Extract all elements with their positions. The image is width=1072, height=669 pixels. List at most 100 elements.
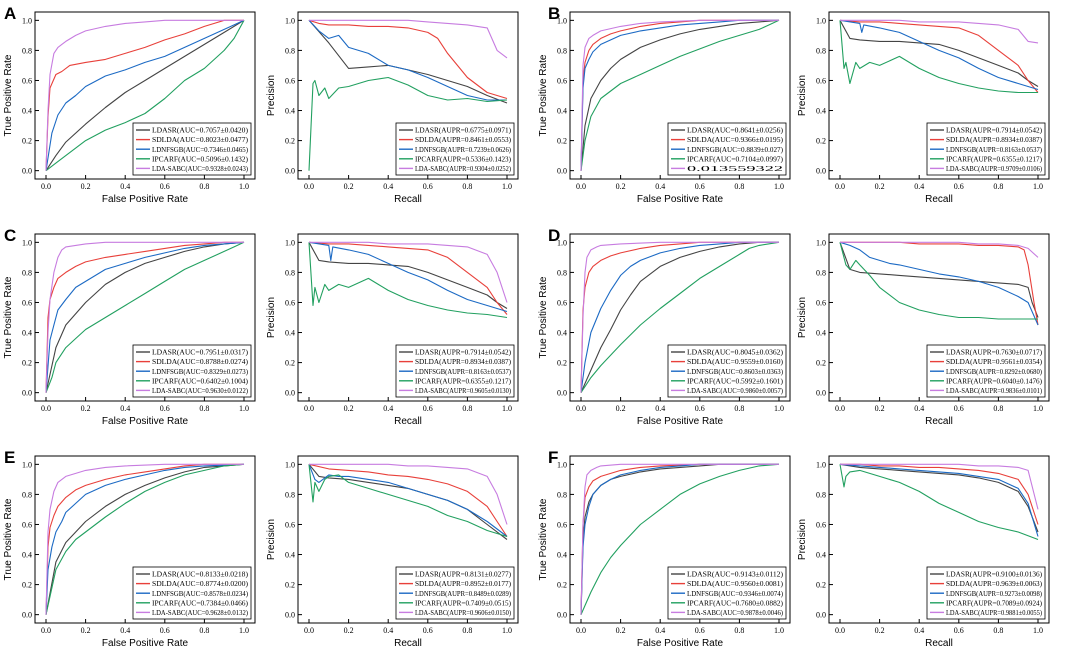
legend-label: IPCARF(AUPR=0.5336±0.1423)	[415, 154, 512, 163]
legend-label: IPCARF(AUC=0.7384±0.0466)	[152, 598, 249, 607]
y-tick-label: 0.4	[22, 329, 32, 338]
series-line-sdlda	[840, 463, 1039, 525]
x-tick-label: 0.0	[304, 626, 314, 635]
y-tick-label: 0.6	[557, 76, 567, 85]
legend-label: SDLDA(AUPR=0.9639±0.0063)	[946, 579, 1043, 588]
x-tick-label: 0.6	[160, 626, 170, 635]
series-line-ipcarf	[580, 463, 780, 615]
x-tick-label: 1.0	[1033, 404, 1043, 413]
x-tick-label: 0.0	[835, 626, 845, 635]
x-tick-label: 0.8	[199, 404, 209, 413]
legend-label: LDASR(AUC=0.8133±0.0218)	[152, 570, 249, 579]
y-tick-label: 1.0	[285, 16, 295, 25]
y-axis-title: Precision	[266, 519, 277, 560]
x-tick-label: 0.4	[120, 626, 130, 635]
legend-label: LDNFSGB(AUC=0.8329±0.0273)	[152, 367, 248, 376]
series-line-ldnfsgb	[45, 463, 245, 615]
x-tick-label: 0.0	[835, 404, 845, 413]
legend-label: LDASR(AUPR=0.8131±0.0277)	[415, 570, 512, 579]
legend-box	[132, 122, 252, 176]
legend-box	[132, 566, 252, 620]
legend-label: LDNFSGB(AUPR=0.8163±0.0537)	[946, 145, 1042, 154]
series-line-lda-sabc	[309, 241, 508, 303]
series-line-sdlda	[45, 19, 244, 171]
x-tick-label: 0.4	[655, 404, 665, 413]
chart-b-pr: 0.0 0.0 0.2 0.2 0.4 0.4 0.6 0.6 0.8 0.8 1.0 1.0 Reca…	[797, 11, 1050, 205]
y-tick-label: 0.2	[816, 137, 826, 146]
x-tick-label: 1.0	[774, 626, 784, 635]
legend: LDASR(AUC=0.7951±0.0317)SDLDA(AUC=0.8788…	[132, 344, 252, 398]
x-tick-label: 0.6	[954, 626, 964, 635]
x-tick-label: 0.8	[462, 404, 472, 413]
legend-label: IPCARF(AUPR=0.6355±0.1217)	[415, 376, 512, 385]
legend-label: LDASR(AUPR=0.7630±0.0717)	[946, 348, 1043, 357]
plot-frame	[34, 233, 256, 402]
x-tick-label: 0.0	[576, 626, 586, 635]
plot-frame	[828, 233, 1050, 402]
x-tick-label: 0.0	[835, 182, 845, 191]
x-tick-label: 0.6	[160, 182, 170, 191]
x-tick-label: 0.8	[462, 182, 472, 191]
x-tick-label: 0.2	[81, 626, 91, 635]
series-line-ipcarf	[45, 241, 245, 393]
legend: LDASR(AUPR=0.6775±0.0971)SDLDA(AUPR=0.84…	[395, 122, 515, 176]
y-tick-label: 0.4	[816, 551, 826, 560]
y-axis-title: Precision	[266, 297, 277, 338]
series-line-ldasr	[839, 463, 1039, 533]
x-tick-label: 0.2	[344, 404, 354, 413]
y-tick-label: 1.0	[816, 460, 826, 469]
x-axis-title: Recall	[394, 416, 422, 427]
legend-label: LDNFSGB(AUPR=0.8292±0.0680)	[946, 367, 1042, 376]
legend-label: SDLDA(AUPR=0.8461±0.0553)	[415, 135, 512, 144]
y-tick-label: 0.4	[816, 107, 826, 116]
y-tick-label: 0.8	[22, 46, 32, 55]
legend-label: LDNFSGB(AUC=0.7346±0.0465)	[152, 145, 248, 154]
x-tick-label: 0.6	[423, 626, 433, 635]
panel-letter-a: A	[4, 4, 16, 23]
x-tick-label: 0.0	[41, 404, 51, 413]
x-tick-label: 1.0	[502, 404, 512, 413]
legend-label: IPCARF(AUC=0.5096±0.1432)	[152, 154, 249, 163]
y-tick-label: 0.2	[557, 359, 567, 368]
y-tick-label: 0.6	[557, 520, 567, 529]
legend-label: LDNFSGB(AUC=0.9346±0.0074)	[687, 589, 783, 598]
series-line-ldnfsgb	[308, 464, 508, 537]
series-line-ipcarf	[45, 20, 245, 172]
x-axis-title: Recall	[394, 638, 422, 649]
legend-label: LDNFSGB(AUC=0.8578±0.0234)	[152, 589, 248, 598]
x-tick-label: 0.4	[914, 404, 924, 413]
y-tick-label: 0.6	[285, 520, 295, 529]
legend: LDASR(AUPR=0.7630±0.0717)SDLDA(AUPR=0.95…	[926, 344, 1046, 398]
series-line-sdlda	[839, 19, 1039, 93]
series-line-ldasr	[45, 463, 245, 615]
x-tick-label: 0.8	[462, 626, 472, 635]
y-tick-label: 0.6	[22, 76, 32, 85]
legend-label: LDASR(AUC=0.7057±0.0420)	[152, 126, 249, 135]
panel-letter-b: B	[548, 4, 560, 23]
legend-label: LDNFSGB(AUPR=0.7239±0.0626)	[415, 145, 511, 154]
series-line-ldasr	[580, 241, 779, 393]
legend-label: LDNFSGB(AUC=0.8603±0.0363)	[687, 367, 783, 376]
y-tick-label: 0.8	[285, 490, 295, 499]
x-tick-label: 0.2	[81, 404, 91, 413]
x-axis-title: False Positive Rate	[102, 638, 189, 649]
x-axis-title: Recall	[925, 638, 953, 649]
legend-label: LDNFSGB(AUPR=0.8163±0.0537)	[415, 367, 511, 376]
legend-label: LDASR(AUPR=0.7914±0.0542)	[946, 126, 1043, 135]
plot-frame	[34, 11, 256, 180]
y-tick-label: 0.4	[557, 329, 567, 338]
x-tick-label: 0.8	[199, 626, 209, 635]
x-tick-label: 0.0	[41, 626, 51, 635]
x-tick-label: 1.0	[1033, 182, 1043, 191]
series-line-ldnfsgb	[839, 463, 1039, 537]
x-tick-label: 1.0	[502, 626, 512, 635]
y-tick-label: 0.4	[285, 329, 295, 338]
series-line-ldasr	[45, 241, 245, 393]
series-line-lda-sabc	[840, 19, 1039, 44]
y-tick-label: 0.4	[22, 551, 32, 560]
y-axis-title: True Positive Rate	[3, 498, 14, 580]
y-axis-title: Precision	[797, 297, 808, 338]
y-tick-label: 1.0	[557, 238, 567, 247]
legend-label: LDA-SABC(AUC=0.9878±0.0046)	[687, 608, 783, 617]
